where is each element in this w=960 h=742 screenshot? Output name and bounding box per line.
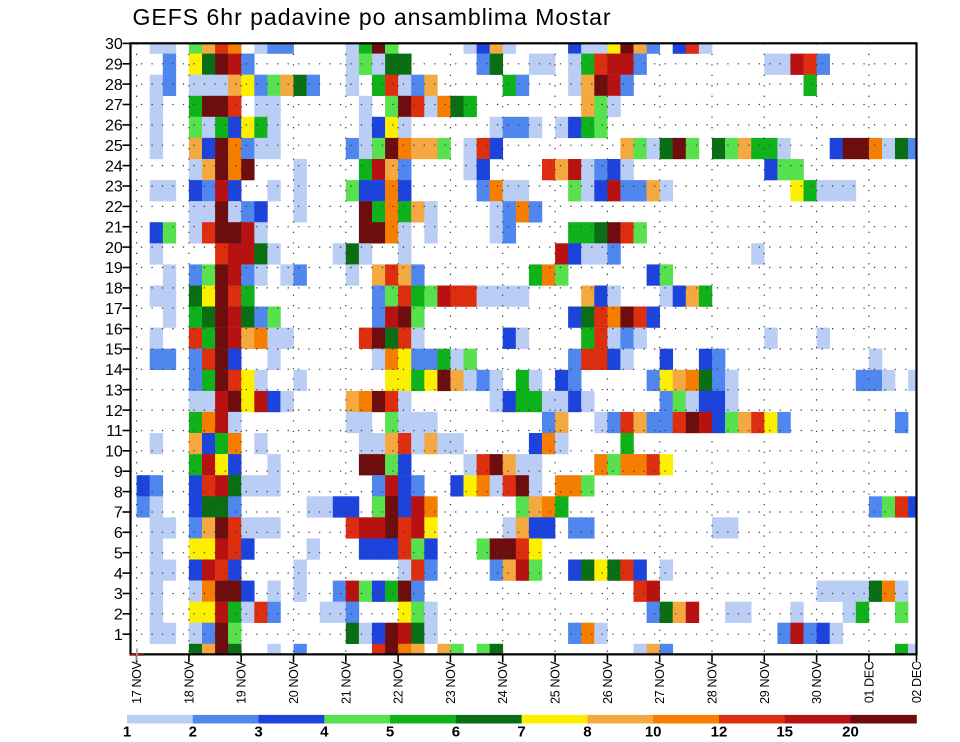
svg-text:15: 15: [105, 342, 123, 359]
svg-text:23: 23: [105, 179, 123, 196]
svg-text:20: 20: [105, 240, 123, 257]
svg-text:01 DEC: 01 DEC: [862, 661, 876, 703]
svg-text:27: 27: [105, 97, 123, 114]
svg-text:4: 4: [114, 566, 123, 583]
svg-text:7: 7: [114, 505, 123, 522]
svg-text:25 NOV: 25 NOV: [549, 660, 563, 703]
svg-text:30 NOV: 30 NOV: [810, 660, 824, 703]
svg-text:16: 16: [105, 321, 123, 338]
svg-text:18 NOV: 18 NOV: [182, 660, 196, 703]
svg-text:27 NOV: 27 NOV: [653, 660, 667, 703]
svg-text:14: 14: [105, 362, 123, 379]
svg-text:4: 4: [320, 724, 329, 741]
svg-text:6: 6: [452, 724, 460, 741]
svg-text:1: 1: [114, 627, 123, 644]
svg-text:1: 1: [123, 724, 131, 741]
svg-text:21 NOV: 21 NOV: [339, 660, 353, 703]
svg-text:02 DEC: 02 DEC: [910, 661, 924, 703]
svg-text:26 NOV: 26 NOV: [601, 660, 615, 703]
svg-text:15: 15: [776, 724, 793, 741]
svg-text:12: 12: [105, 403, 123, 420]
svg-text:11: 11: [106, 423, 123, 440]
svg-text:25: 25: [105, 138, 123, 155]
svg-text:30: 30: [105, 36, 123, 53]
svg-text:21: 21: [105, 219, 123, 236]
svg-text:10: 10: [645, 724, 662, 741]
svg-text:17: 17: [105, 301, 123, 318]
svg-text:18: 18: [105, 281, 123, 298]
svg-text:8: 8: [583, 724, 591, 741]
svg-text:2: 2: [114, 607, 123, 624]
svg-text:10: 10: [105, 444, 123, 461]
svg-text:29: 29: [105, 57, 123, 74]
svg-text:3: 3: [114, 586, 123, 603]
svg-text:6: 6: [114, 525, 123, 542]
svg-text:24 NOV: 24 NOV: [496, 660, 510, 703]
svg-text:28 NOV: 28 NOV: [706, 660, 720, 703]
svg-text:23 NOV: 23 NOV: [444, 660, 458, 703]
svg-text:13: 13: [105, 382, 123, 399]
svg-text:19: 19: [105, 260, 123, 277]
svg-text:8: 8: [114, 484, 123, 501]
svg-text:24: 24: [105, 158, 123, 175]
svg-text:GEFS 6hr padavine po ansamblim: GEFS 6hr padavine po ansamblima Mostar: [133, 4, 612, 30]
svg-text:20 NOV: 20 NOV: [287, 660, 301, 703]
svg-text:22 NOV: 22 NOV: [392, 660, 406, 703]
svg-text:29 NOV: 29 NOV: [758, 660, 772, 703]
svg-text:22: 22: [105, 199, 123, 216]
svg-text:17 NOV: 17 NOV: [130, 660, 144, 703]
svg-text:9: 9: [114, 464, 123, 481]
svg-text:7: 7: [517, 724, 525, 741]
svg-text:3: 3: [254, 724, 262, 741]
svg-text:5: 5: [386, 724, 394, 741]
svg-text:19 NOV: 19 NOV: [235, 660, 249, 703]
svg-text:28: 28: [105, 77, 123, 94]
svg-text:2: 2: [189, 724, 197, 741]
svg-text:12: 12: [711, 724, 728, 741]
svg-text:5: 5: [114, 545, 123, 562]
svg-text:26: 26: [105, 118, 123, 135]
svg-text:20: 20: [842, 724, 859, 741]
